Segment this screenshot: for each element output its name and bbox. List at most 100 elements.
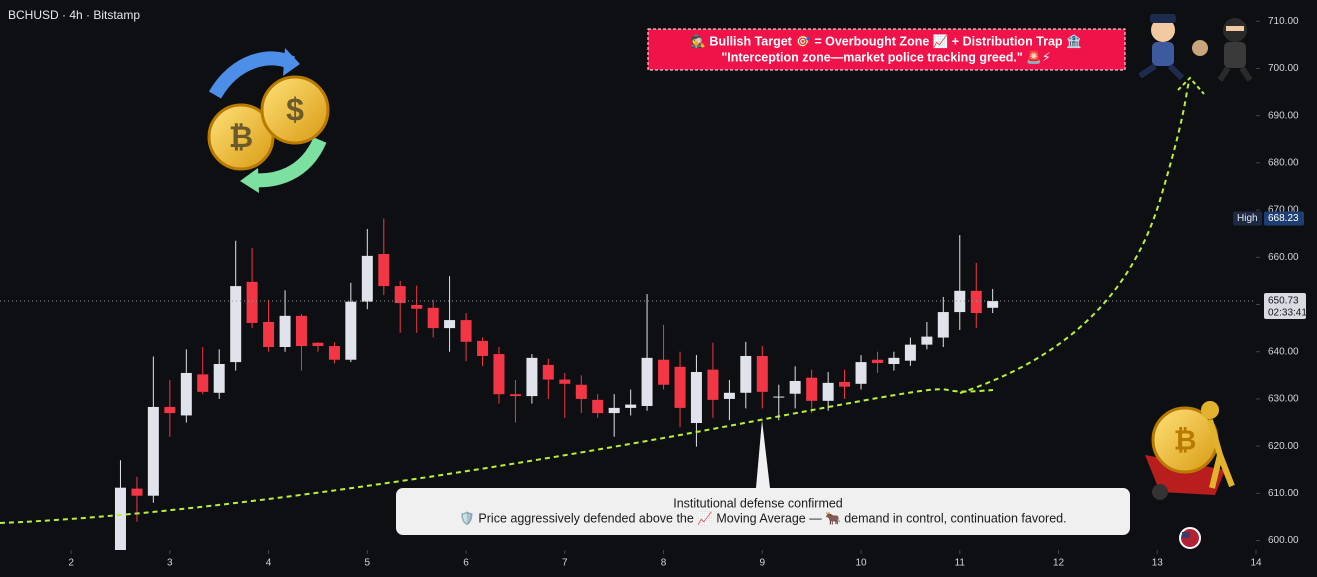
- candle-body: [147, 406, 159, 496]
- y-tick-label: 690.00: [1268, 110, 1299, 121]
- candle-body: [460, 320, 472, 342]
- annotation-line: Institutional defense confirmed: [673, 496, 843, 510]
- candle-body: [131, 488, 143, 496]
- candle-body: [608, 407, 620, 414]
- countdown-label: 02:33:41: [1268, 308, 1307, 319]
- candle-body: [345, 301, 357, 360]
- candle-body: [197, 374, 209, 392]
- candle-body: [164, 406, 176, 414]
- candle-body: [559, 379, 571, 384]
- annotation-line: 🕵️ Bullish Target 🎯 = Overbought Zone 📈 …: [690, 33, 1081, 48]
- candle-body: [674, 366, 686, 408]
- candle-body: [493, 354, 505, 395]
- x-tick-label: 6: [463, 558, 469, 569]
- x-tick-label: 5: [365, 558, 371, 569]
- candle-body: [180, 372, 192, 416]
- candle-body: [954, 290, 966, 313]
- candle-body: [987, 301, 999, 308]
- high-tag-label: High: [1237, 213, 1258, 224]
- candle-body: [839, 381, 851, 387]
- plot-area: [114, 218, 999, 550]
- candle-body: [970, 290, 982, 314]
- y-tick-label: 680.00: [1268, 158, 1299, 169]
- moving-average-drawing: [0, 388, 994, 524]
- flag-icon: [1179, 527, 1201, 549]
- candle-body: [444, 320, 456, 329]
- candle-body: [575, 384, 587, 399]
- candle-body: [690, 372, 702, 424]
- y-tick-label: 700.00: [1268, 63, 1299, 74]
- x-tick-label: 10: [855, 558, 867, 569]
- candle-body: [509, 394, 521, 397]
- x-tick-label: 13: [1152, 558, 1164, 569]
- target-path-drawing: [959, 79, 1191, 394]
- y-tick-label: 710.00: [1268, 16, 1299, 27]
- x-tick-label: 3: [167, 558, 173, 569]
- last-price-box: [1264, 293, 1306, 320]
- candle-body: [641, 357, 653, 407]
- candle-body: [279, 315, 291, 347]
- candle-body: [263, 321, 275, 347]
- candle-body: [361, 255, 373, 302]
- candle-body: [773, 396, 785, 398]
- candle-body: [477, 340, 489, 356]
- svg-text:₿: ₿: [1174, 424, 1197, 455]
- x-tick-label: 14: [1250, 558, 1262, 569]
- annotation-line: 🛡️ Price aggressively defended above the…: [459, 510, 1066, 525]
- miner-icon: ₿: [1145, 401, 1235, 500]
- candle-body: [625, 404, 637, 408]
- candle-body: [822, 382, 834, 401]
- police-icon: [1138, 14, 1253, 82]
- candle-body: [411, 304, 423, 309]
- candle-body: [723, 392, 735, 399]
- candle-body: [427, 307, 439, 329]
- annotation-box: [396, 488, 1130, 535]
- candle-body: [312, 342, 324, 347]
- candle-body: [855, 362, 867, 384]
- candle-body: [328, 346, 340, 360]
- candle-body: [114, 487, 126, 550]
- last-price-label: 650.73: [1268, 296, 1299, 307]
- candle-body: [904, 344, 916, 361]
- high-value-label: 668.23: [1268, 213, 1299, 224]
- x-tick-label: 7: [562, 558, 568, 569]
- candle-body: [937, 312, 949, 338]
- svg-text:₿: ₿: [229, 121, 253, 154]
- x-tick-label: 9: [760, 558, 766, 569]
- candle-body: [246, 281, 258, 323]
- y-tick-label: 640.00: [1268, 346, 1299, 357]
- y-tick-label: 670.00: [1268, 205, 1299, 216]
- candle-body: [921, 336, 933, 345]
- symbol-title: BCHUSD · 4h · Bitstamp: [8, 8, 140, 22]
- candle-body: [592, 399, 604, 414]
- callout-pointer: [756, 420, 770, 488]
- annotation-line: "Interception zone—market police trackin…: [721, 49, 1050, 64]
- annotation-box: [647, 28, 1126, 71]
- y-tick-label: 630.00: [1268, 394, 1299, 405]
- candle-body: [378, 253, 390, 287]
- y-tick-label: 600.00: [1268, 535, 1299, 546]
- x-tick-label: 8: [661, 558, 667, 569]
- svg-text:$: $: [286, 91, 304, 127]
- x-tick-label: 11: [955, 558, 966, 569]
- x-tick-label: 2: [68, 558, 74, 569]
- candle-body: [789, 380, 801, 394]
- y-tick-label: 660.00: [1268, 252, 1299, 263]
- candle-body: [658, 359, 670, 385]
- high-value-box: [1264, 211, 1304, 226]
- candle-body: [872, 359, 884, 364]
- candle-body: [394, 286, 406, 304]
- candle-body: [740, 355, 752, 393]
- x-tick-label: 12: [1053, 558, 1065, 569]
- candle-body: [295, 315, 307, 347]
- candle-body: [707, 369, 719, 400]
- arrow-head: [1177, 76, 1205, 95]
- x-tick-label: 4: [266, 558, 272, 569]
- candle-body: [806, 377, 818, 401]
- candle-body: [756, 355, 768, 392]
- crypto-icon: ₿ $: [207, 48, 330, 193]
- y-tick-label: 610.00: [1268, 488, 1299, 499]
- y-tick-label: 620.00: [1268, 441, 1299, 452]
- candle-body: [213, 363, 225, 393]
